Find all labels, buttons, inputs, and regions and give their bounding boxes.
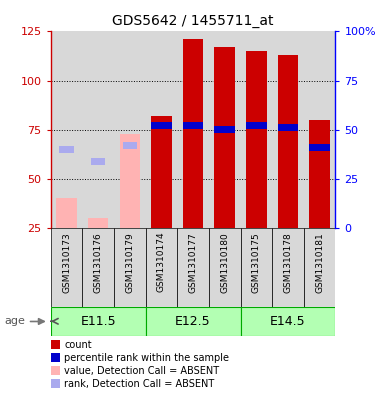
Bar bbox=[114, 31, 145, 228]
Bar bbox=[209, 31, 241, 228]
Text: value, Detection Call = ABSENT: value, Detection Call = ABSENT bbox=[64, 365, 220, 376]
Bar bbox=[278, 55, 298, 228]
Text: age: age bbox=[4, 316, 25, 327]
Bar bbox=[241, 307, 335, 336]
Bar bbox=[51, 31, 82, 228]
Bar bbox=[119, 134, 140, 228]
Bar bbox=[151, 116, 172, 228]
Bar bbox=[91, 158, 105, 165]
Bar bbox=[278, 124, 298, 131]
Bar bbox=[145, 228, 177, 307]
Text: E14.5: E14.5 bbox=[270, 315, 306, 328]
Text: GSM1310178: GSM1310178 bbox=[284, 232, 292, 293]
Bar bbox=[304, 228, 335, 307]
Text: E11.5: E11.5 bbox=[80, 315, 116, 328]
Bar bbox=[88, 218, 108, 228]
Bar bbox=[246, 122, 267, 129]
Bar bbox=[51, 228, 82, 307]
Text: percentile rank within the sample: percentile rank within the sample bbox=[64, 353, 229, 363]
Bar bbox=[177, 228, 209, 307]
Text: count: count bbox=[64, 340, 92, 350]
Text: E12.5: E12.5 bbox=[175, 315, 211, 328]
Bar bbox=[215, 126, 235, 133]
Bar bbox=[59, 146, 74, 153]
Bar bbox=[309, 120, 330, 228]
Title: GDS5642 / 1455711_at: GDS5642 / 1455711_at bbox=[112, 14, 274, 28]
Bar bbox=[209, 228, 241, 307]
Text: GSM1310173: GSM1310173 bbox=[62, 232, 71, 293]
Bar bbox=[82, 31, 114, 228]
Bar bbox=[114, 228, 145, 307]
Bar bbox=[82, 228, 114, 307]
Bar bbox=[246, 51, 267, 228]
Bar bbox=[122, 142, 137, 149]
Bar bbox=[309, 144, 330, 151]
Bar bbox=[56, 198, 77, 228]
Text: GSM1310181: GSM1310181 bbox=[315, 232, 324, 293]
Bar bbox=[145, 307, 241, 336]
Bar bbox=[241, 228, 272, 307]
Text: GSM1310179: GSM1310179 bbox=[125, 232, 134, 293]
Bar bbox=[183, 39, 203, 228]
Text: GSM1310177: GSM1310177 bbox=[188, 232, 198, 293]
Bar bbox=[272, 31, 304, 228]
Bar bbox=[304, 31, 335, 228]
Bar bbox=[145, 31, 177, 228]
Text: GSM1310176: GSM1310176 bbox=[94, 232, 103, 293]
Bar bbox=[177, 31, 209, 228]
Bar bbox=[151, 122, 172, 129]
Text: GSM1310175: GSM1310175 bbox=[252, 232, 261, 293]
Bar bbox=[183, 122, 203, 129]
Bar bbox=[272, 228, 304, 307]
Bar bbox=[51, 307, 145, 336]
Text: GSM1310174: GSM1310174 bbox=[157, 232, 166, 292]
Text: GSM1310180: GSM1310180 bbox=[220, 232, 229, 293]
Bar bbox=[215, 47, 235, 228]
Bar bbox=[241, 31, 272, 228]
Text: rank, Detection Call = ABSENT: rank, Detection Call = ABSENT bbox=[64, 378, 214, 389]
